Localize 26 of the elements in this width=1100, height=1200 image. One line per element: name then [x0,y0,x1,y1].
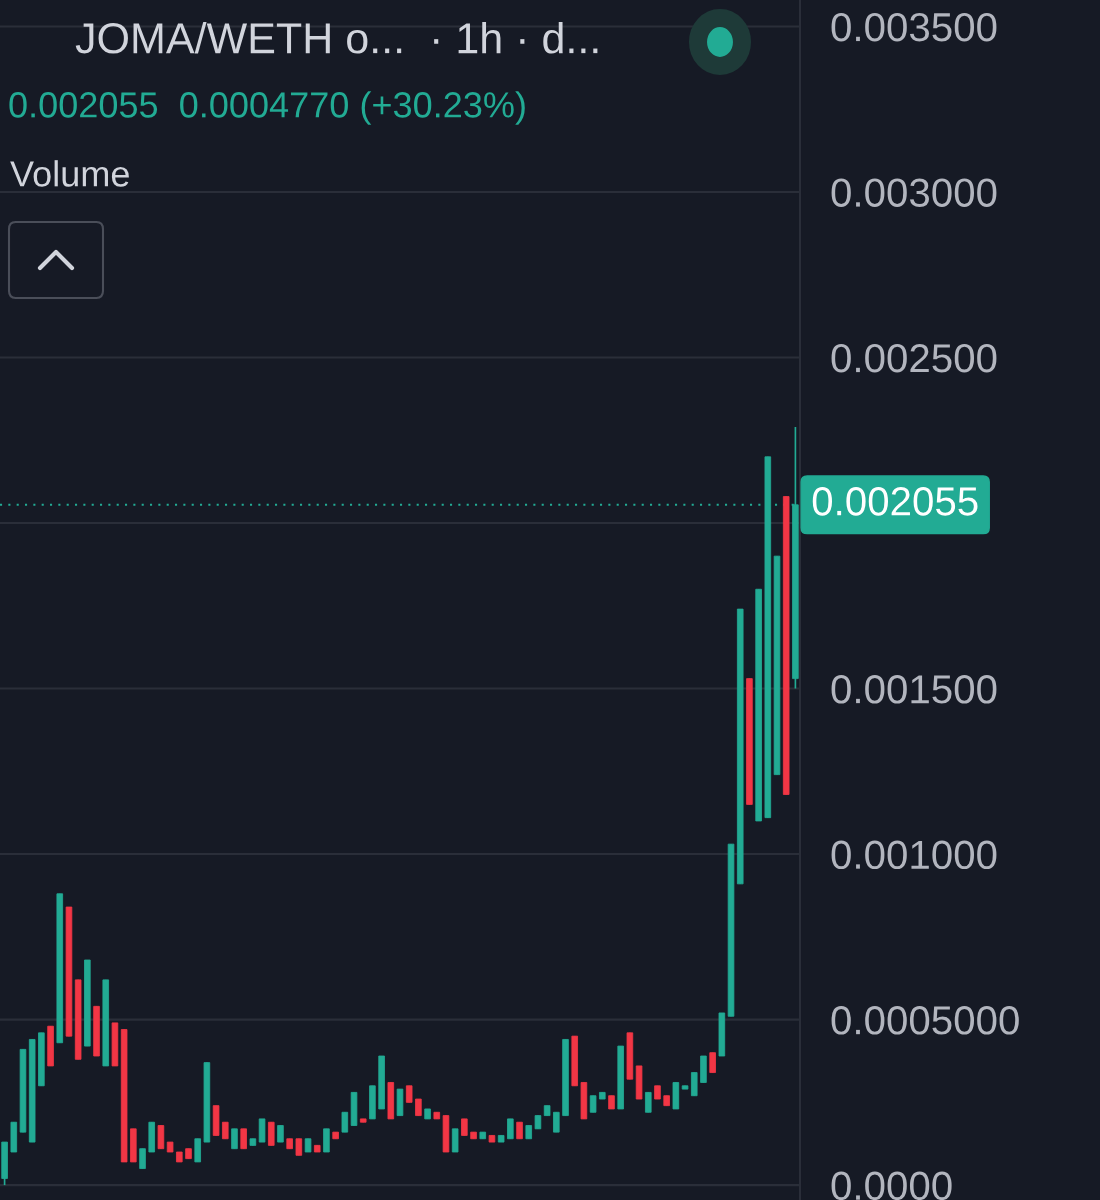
candlestick [709,1051,716,1074]
y-tick-label: 0.001500 [831,675,997,704]
ref-line-label: 0.002055 [812,487,978,516]
candlestick [258,1118,266,1143]
y-tick-label: 0.001000 [831,840,997,870]
candlestick [231,1127,238,1150]
candlestick [690,1071,698,1097]
y-tick-label: 0.002500 [831,343,997,373]
candlestick [553,1111,560,1133]
candlestick [507,1118,514,1140]
candlestick [341,1111,349,1133]
annotation: Volume [10,160,129,187]
candlestick [645,1091,652,1114]
chart-title: JOMA/WETH o... · 1h · d... [75,21,598,54]
candlestick [240,1127,247,1150]
candlestick [139,1147,146,1170]
text: 0.002055 0.0004770 (+30.23%) [9,91,525,125]
y-tick-label: 0.0005000 [831,1006,1019,1035]
y-tick-label: 0.003500 [831,12,997,42]
y-tick-label: 0.0000 [831,1171,952,1200]
candlestick [323,1127,330,1153]
y-tick-label: 0.003000 [831,178,997,207]
candlestick [194,1137,201,1163]
candlestick [157,1124,165,1150]
candlestick [267,1121,275,1147]
candlestick [451,1127,459,1153]
